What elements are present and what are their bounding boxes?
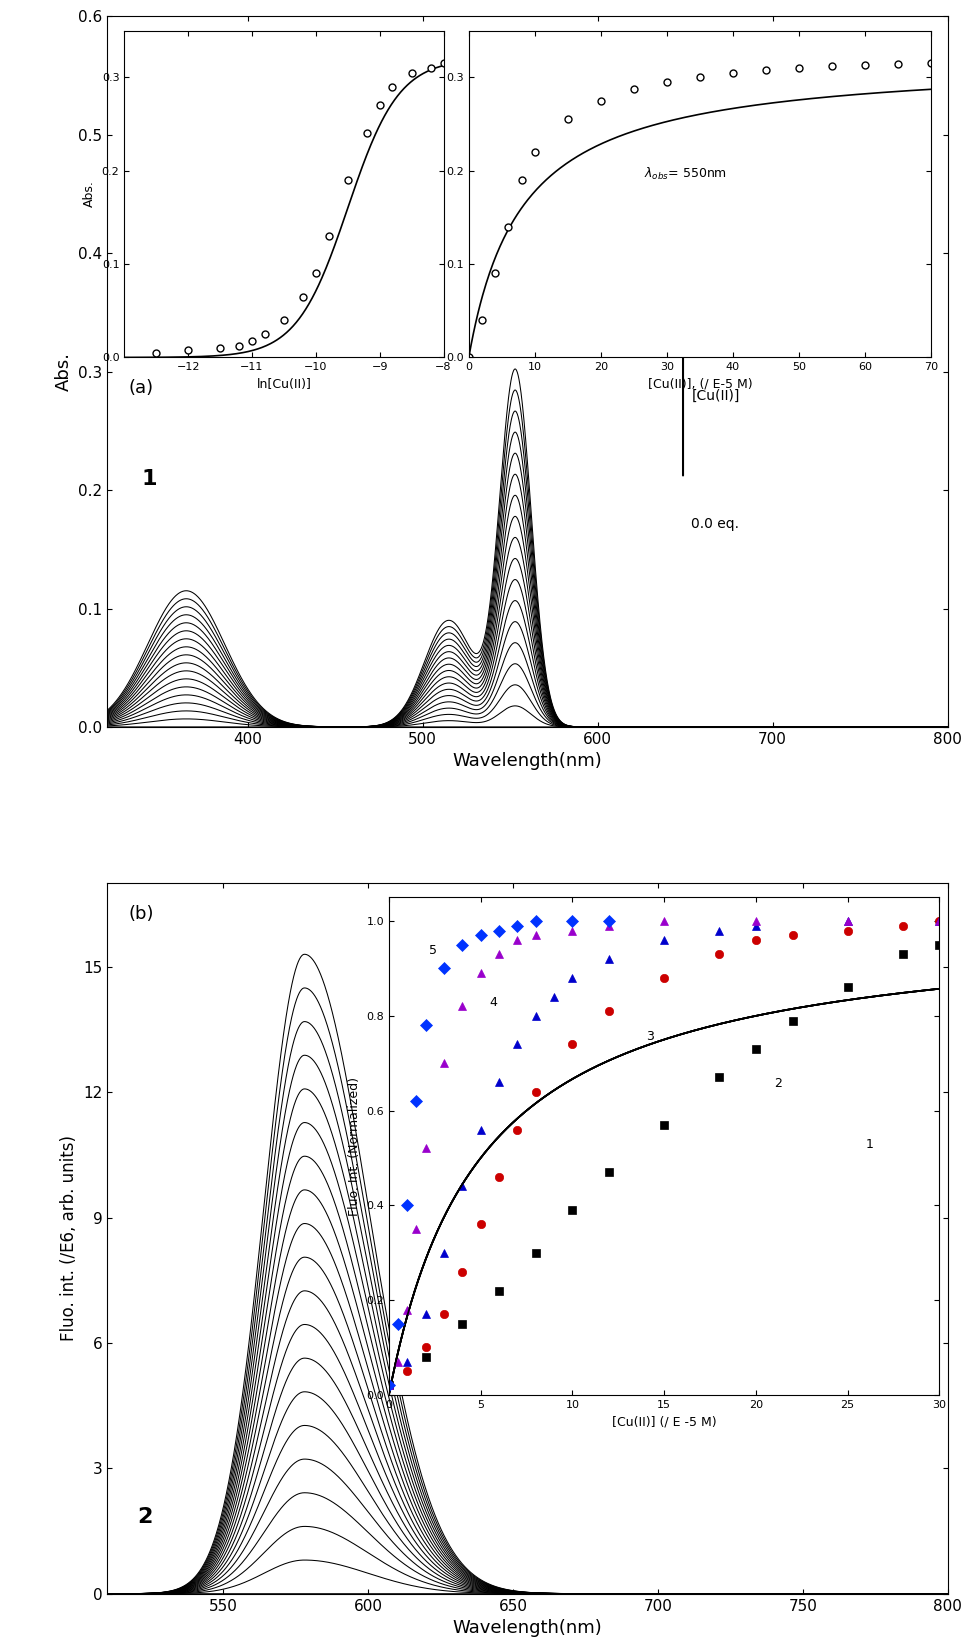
- X-axis label: Wavelength(nm): Wavelength(nm): [452, 1618, 603, 1636]
- Text: 40.0 eq.: 40.0 eq.: [402, 918, 458, 933]
- Text: [Cu(II)]: [Cu(II)]: [402, 1014, 450, 1029]
- Text: 0.0 eq.: 0.0 eq.: [402, 1124, 449, 1139]
- Y-axis label: Abs.: Abs.: [55, 352, 73, 391]
- Text: 1: 1: [141, 470, 156, 490]
- X-axis label: Wavelength(nm): Wavelength(nm): [452, 752, 603, 771]
- Text: [Cu(II)]: [Cu(II)]: [692, 389, 740, 403]
- Y-axis label: Fluo. int. (/E6, arb. units): Fluo. int. (/E6, arb. units): [60, 1135, 78, 1341]
- Text: 35.0 eq.: 35.0 eq.: [692, 276, 748, 289]
- Text: (b): (b): [129, 905, 154, 923]
- Text: 2: 2: [137, 1507, 152, 1526]
- Text: (a): (a): [129, 380, 153, 398]
- Text: 0.0 eq.: 0.0 eq.: [692, 518, 740, 531]
